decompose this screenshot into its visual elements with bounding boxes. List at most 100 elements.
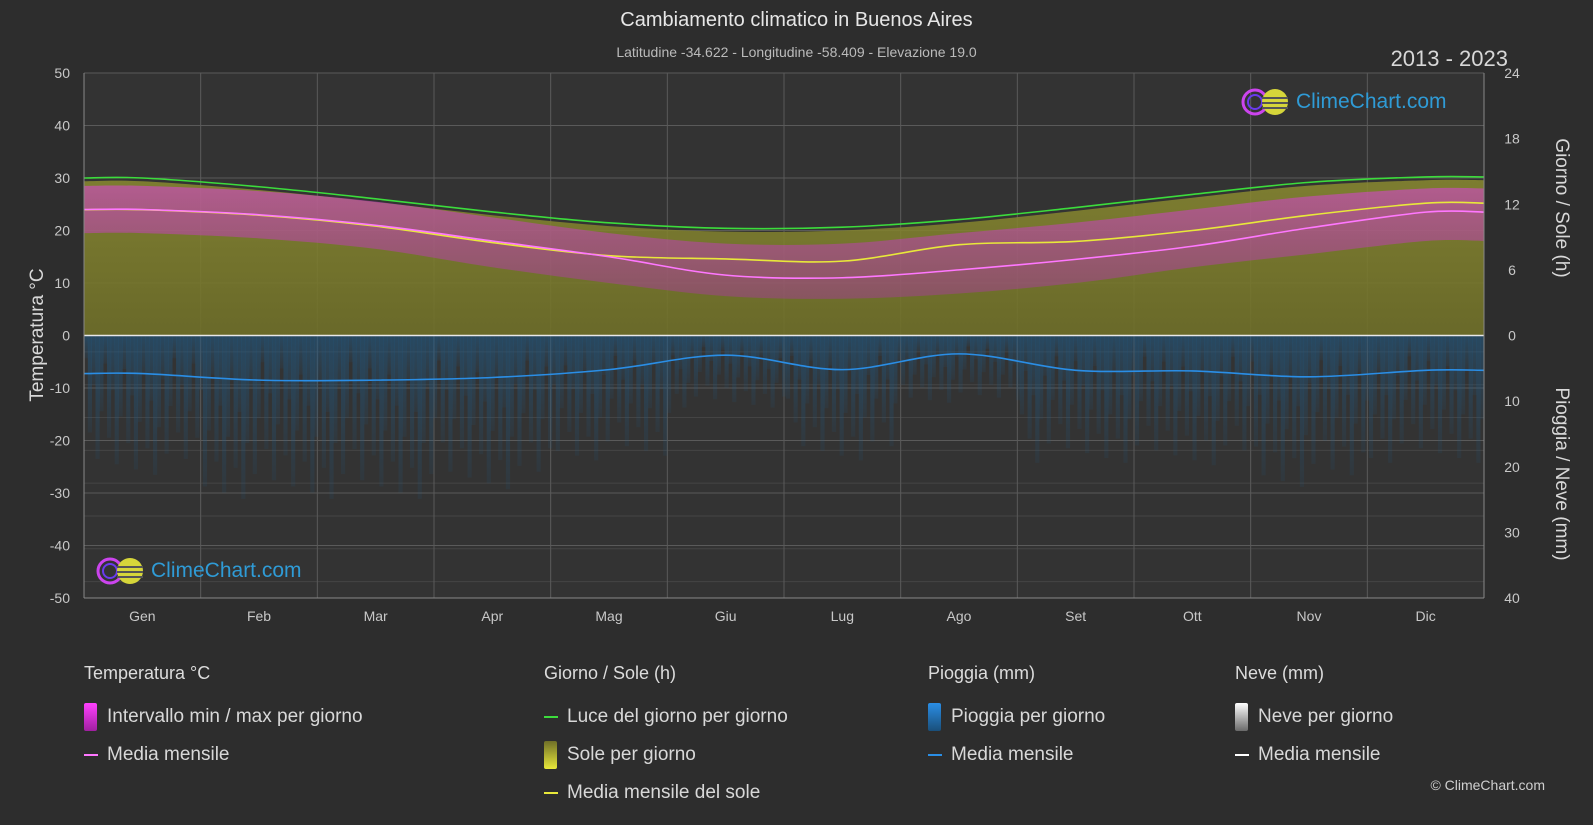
rain-bar: [1100, 335, 1105, 391]
rain-bar: [344, 335, 349, 419]
rain-bar: [225, 335, 231, 437]
y-tick-left: -30: [50, 485, 70, 501]
rain-bar: [920, 335, 925, 388]
rain-bar: [1253, 335, 1258, 447]
y-tick-right-hours: 6: [1508, 262, 1516, 278]
rain-bar: [1330, 335, 1335, 470]
rain-bar: [586, 335, 591, 437]
rain-bar: [805, 335, 810, 404]
rain-bar: [1058, 335, 1063, 425]
rain-bar: [1322, 335, 1328, 441]
climechart-logo-top[interactable]: ClimeChart.com: [1240, 87, 1447, 117]
rain-bar: [881, 335, 886, 423]
legend-item-rain: Pioggia per giorno: [928, 698, 1105, 736]
rain-bar: [1104, 335, 1109, 458]
rain-bar: [1457, 335, 1462, 458]
rain-bar: [490, 335, 495, 431]
plot-frame: [83, 73, 1485, 599]
rain-bar: [206, 335, 211, 431]
temp-range-swatch: [84, 703, 97, 731]
rain-bar: [494, 335, 499, 379]
temperature-range-band: [84, 185, 1484, 299]
legend-snow-label: Neve per giorno: [1258, 706, 1394, 727]
legend-rain-mean-label: Media mensile: [951, 744, 1074, 765]
x-tick-month: Mar: [364, 608, 388, 624]
y-tick-right-mm: 30: [1504, 524, 1520, 540]
y-tick-left: 10: [54, 275, 70, 291]
rain-bar: [1092, 335, 1097, 367]
rain-bar: [966, 335, 971, 347]
rain-bar: [1388, 335, 1393, 463]
y-tick-left: -20: [50, 433, 70, 449]
snow-swatch: [1235, 703, 1248, 731]
rain-bar: [624, 335, 629, 447]
legend-temp-mean-label: Media mensile: [107, 744, 230, 765]
rain-bar: [1019, 335, 1025, 415]
rain-bar: [1437, 335, 1443, 454]
rain-bar: [1303, 335, 1308, 436]
legend-rain-title: Pioggia (mm): [928, 663, 1036, 683]
climechart-logo-bottom[interactable]: ClimeChart.com: [95, 556, 302, 586]
rain-bar: [402, 335, 407, 437]
rain-bar: [674, 335, 679, 394]
rain-bar: [893, 335, 898, 404]
rain-bar: [605, 335, 610, 442]
rain-bar: [793, 335, 798, 423]
rain-bar: [1065, 335, 1071, 449]
rain-bar: [1411, 335, 1416, 425]
rain-bar: [916, 335, 921, 352]
rain-bar: [248, 335, 254, 388]
rain-bar: [950, 335, 955, 380]
rain-swatch: [928, 703, 941, 731]
year-range: 2013 - 2023: [1390, 46, 1508, 71]
rain-bar: [1434, 335, 1439, 386]
rain-bar: [851, 335, 856, 437]
rain-bar: [283, 335, 288, 456]
rain-bar: [1169, 335, 1174, 387]
rain-bar: [1280, 335, 1285, 482]
rain-bar: [191, 335, 196, 364]
rain-bar: [1276, 335, 1282, 401]
rain-bar: [839, 335, 844, 456]
rain-bar: [375, 335, 380, 400]
rain-bar: [620, 335, 626, 380]
y-tick-right-mm: 20: [1504, 459, 1520, 475]
rain-bar: [410, 335, 415, 468]
data-lines: [83, 175, 1485, 382]
rain-bar: [210, 335, 215, 375]
rain-bar: [229, 335, 234, 381]
rain-bar: [1468, 335, 1473, 439]
rain-bar: [1472, 335, 1477, 396]
rain-bar: [1230, 335, 1235, 357]
rain-bar: [371, 335, 376, 456]
rain-bar: [759, 335, 764, 356]
logo-icon: [1241, 88, 1288, 116]
rain-bar: [816, 335, 821, 385]
rain-bar: [762, 335, 768, 394]
rain-bar: [1180, 335, 1186, 367]
rain-bar: [824, 335, 829, 409]
rain-bar: [874, 335, 879, 399]
rain-bar: [133, 335, 138, 470]
rain-bar: [126, 335, 131, 444]
rain-bar: [176, 335, 181, 433]
rain-bar: [459, 335, 465, 449]
sun-swatch: [544, 741, 557, 769]
rain-bar: [1119, 335, 1124, 396]
rain-bar: [1192, 335, 1197, 461]
x-tick-month: Ott: [1183, 608, 1202, 624]
rain-bar: [1134, 335, 1140, 446]
rain-bar: [544, 335, 549, 367]
rain-bar: [421, 335, 426, 443]
rain-bar: [291, 335, 296, 487]
rain-bar: [958, 335, 963, 393]
rain-bar: [866, 335, 871, 375]
rain-bar: [1023, 335, 1028, 371]
logo-text: ClimeChart.com: [151, 559, 302, 582]
rain-bar: [1111, 335, 1117, 371]
rain-bar: [199, 335, 204, 391]
rain-bar: [1123, 335, 1128, 463]
legend-snow-mean-label: Media mensile: [1258, 744, 1381, 765]
rain-bar: [985, 335, 990, 350]
rain-bar: [1345, 335, 1351, 395]
